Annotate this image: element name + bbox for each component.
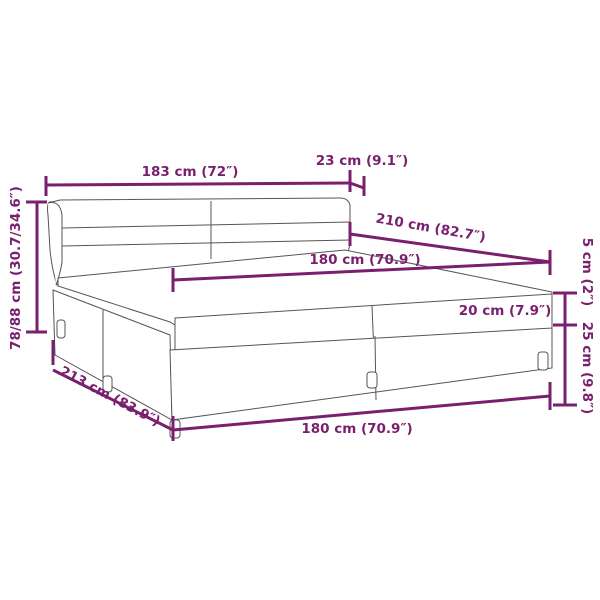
label-mattress-height: 20 cm (7.9″) <box>459 303 552 319</box>
label-headboard-width: 183 cm (72″) <box>142 164 239 180</box>
leg <box>56 319 66 339</box>
base-front <box>169 327 553 421</box>
leg <box>102 375 113 393</box>
label-base-height: 25 cm (9.8″) <box>579 322 595 415</box>
label-total-width: 180 cm (70.9″) <box>301 421 412 437</box>
base-seam <box>374 335 377 401</box>
label-headboard-wing: 23 cm (9.1″) <box>316 153 409 169</box>
headboard-seam <box>61 221 351 229</box>
headboard-seam <box>61 239 351 247</box>
leg <box>537 351 549 371</box>
label-mattress-width: 180 cm (70.9″) <box>309 252 420 268</box>
dimension-lines <box>26 170 577 441</box>
label-topper-height: 5 cm (2″) <box>579 238 595 307</box>
label-total-height: 78/88 cm (30.7/34.6″) <box>8 186 24 350</box>
leg <box>366 371 378 389</box>
